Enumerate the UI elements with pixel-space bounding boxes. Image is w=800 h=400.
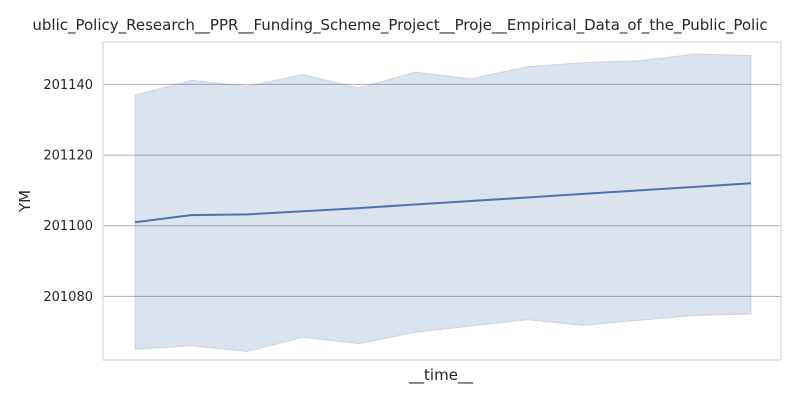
- x-axis-label: __time__: [408, 366, 473, 385]
- y-tick-labels: 201080 201100 201120 201140: [43, 78, 93, 305]
- y-tick-label: 201100: [43, 219, 93, 234]
- y-tick-label: 201140: [43, 78, 93, 93]
- plot-frame: [102, 41, 782, 361]
- y-tick-label: 201080: [43, 290, 93, 305]
- y-axis-label: YM: [16, 190, 34, 213]
- gridlines: [103, 83, 781, 297]
- series-line: [134, 182, 752, 224]
- series-line-layer: [134, 182, 752, 224]
- y-tick-label: 201120: [43, 149, 93, 164]
- chart-title: ublic_Policy_Research__PPR__Funding_Sche…: [32, 16, 767, 35]
